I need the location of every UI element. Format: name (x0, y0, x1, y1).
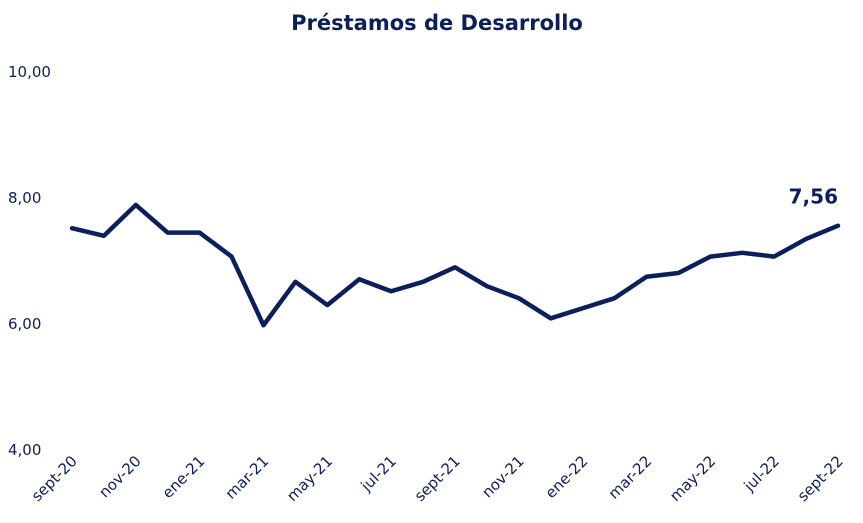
y-tick-label: 8,00 (8, 189, 41, 207)
x-tick-label: jul-21 (357, 452, 400, 495)
chart-title: Préstamos de Desarrollo (291, 11, 583, 35)
x-tick-label: nov-20 (95, 452, 144, 501)
x-tick-label: may-21 (283, 452, 336, 505)
y-tick-label: 4,00 (8, 441, 41, 459)
x-tick-label: ene-21 (159, 452, 209, 502)
y-tick-label: 6,00 (8, 315, 41, 333)
x-tick-label: mar-22 (605, 452, 656, 503)
data-label: 7,56 (789, 185, 838, 209)
x-tick-label: ene-22 (542, 452, 592, 502)
x-tick-label: nov-21 (478, 452, 527, 501)
x-tick-label: jul-22 (740, 452, 783, 495)
data-line (69, 202, 841, 328)
x-tick-label: mar-21 (222, 452, 273, 503)
y-tick-label: 10,00 (8, 63, 51, 81)
x-tick-label: sept-22 (794, 452, 847, 505)
x-tick-label: sept-20 (28, 452, 81, 505)
x-tick-label: sept-21 (411, 452, 464, 505)
x-tick-label: may-22 (666, 452, 719, 505)
